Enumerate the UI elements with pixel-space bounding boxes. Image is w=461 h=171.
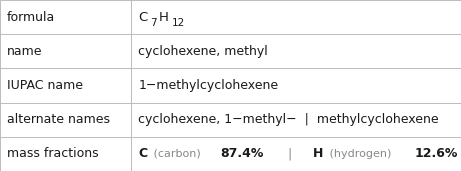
Text: mass fractions: mass fractions — [7, 147, 99, 160]
Text: 7: 7 — [150, 18, 157, 28]
Text: cyclohexene, methyl: cyclohexene, methyl — [138, 45, 268, 58]
Text: |: | — [276, 147, 304, 160]
Text: 1−methylcyclohexene: 1−methylcyclohexene — [138, 79, 278, 92]
Text: alternate names: alternate names — [7, 113, 110, 126]
Text: formula: formula — [7, 11, 55, 24]
Text: 12.6%: 12.6% — [415, 147, 458, 160]
Text: (carbon): (carbon) — [150, 149, 204, 159]
Text: C: C — [138, 11, 148, 24]
Text: name: name — [7, 45, 42, 58]
Text: cyclohexene, 1−methyl−  |  methylcyclohexene: cyclohexene, 1−methyl− | methylcyclohexe… — [138, 113, 439, 126]
Text: IUPAC name: IUPAC name — [7, 79, 83, 92]
Text: H: H — [313, 147, 323, 160]
Text: H: H — [159, 11, 169, 24]
Text: C: C — [138, 147, 148, 160]
Text: 87.4%: 87.4% — [220, 147, 263, 160]
Text: 12: 12 — [171, 18, 185, 28]
Text: (hydrogen): (hydrogen) — [326, 149, 395, 159]
